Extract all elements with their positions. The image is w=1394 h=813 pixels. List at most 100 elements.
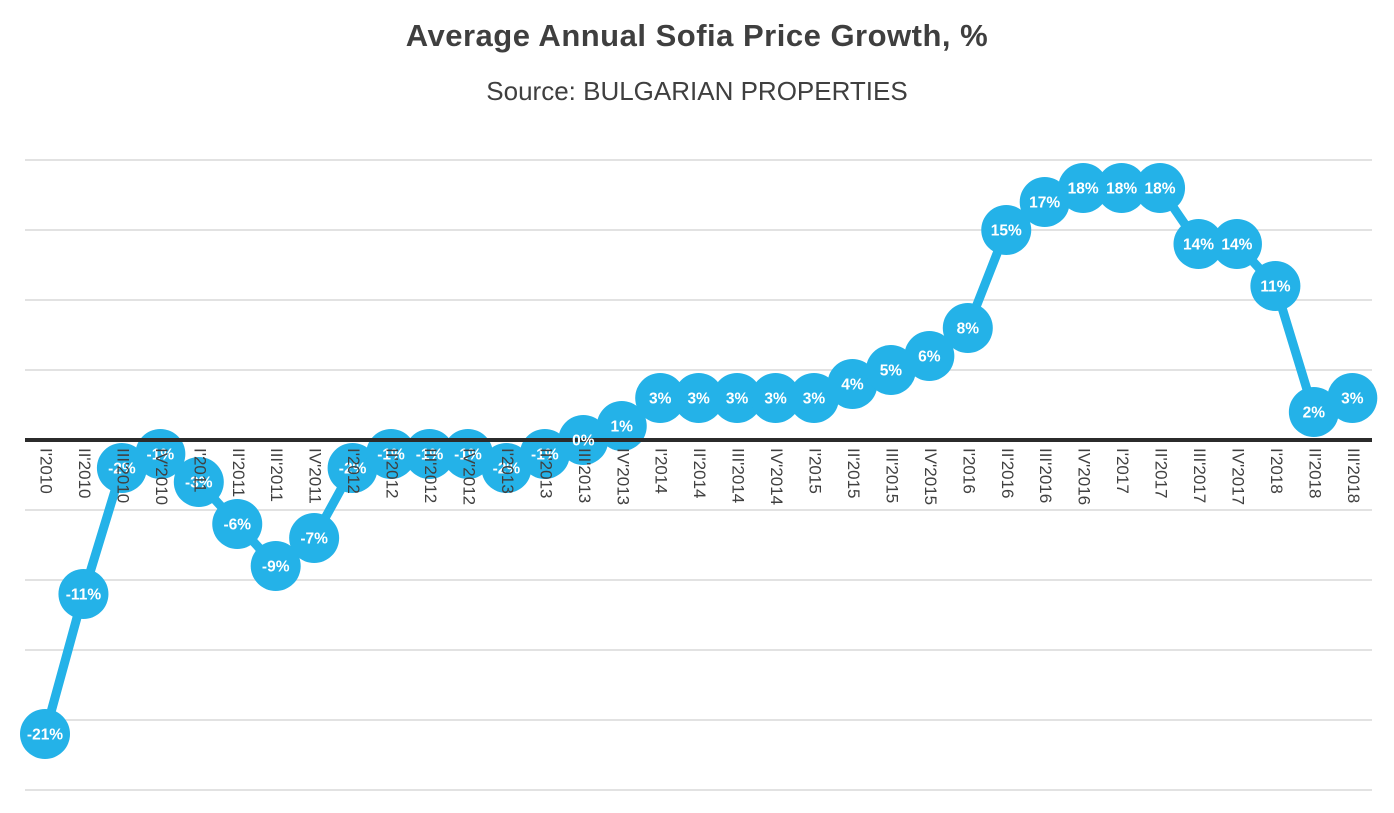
x-axis-tick-label: III'2012: [421, 448, 440, 503]
data-point-label: 8%: [957, 321, 980, 338]
x-axis-tick-label: I'2016: [959, 448, 978, 494]
x-axis-tick-label: II'2014: [690, 448, 709, 499]
x-axis-tick-label: III'2015: [882, 448, 901, 503]
data-point-label: -2%: [108, 461, 136, 478]
x-axis-tick-label: II'2011: [229, 448, 248, 497]
data-point-marker: [1058, 163, 1109, 213]
x-axis-tick-label: III'2011: [267, 448, 286, 502]
data-point-label: 3%: [649, 391, 672, 408]
data-point-label: 2%: [1303, 405, 1326, 422]
x-axis-tick-label: II'2012: [383, 448, 402, 499]
data-point-label: 11%: [1260, 279, 1290, 296]
data-point-label: 4%: [841, 377, 864, 394]
data-point-label: -1%: [416, 447, 444, 464]
data-point-label: 3%: [726, 391, 749, 408]
data-point-marker: [865, 345, 916, 395]
data-point-label: 14%: [1221, 237, 1252, 254]
x-axis-tick-label: II'2016: [998, 448, 1017, 499]
x-axis-tick-label: I'2013: [498, 448, 517, 494]
data-point-label: 1%: [611, 419, 634, 436]
data-point-label: -3%: [185, 475, 213, 492]
data-point-marker: [212, 499, 263, 549]
data-point-marker: [1096, 163, 1147, 213]
data-point-label: 0%: [572, 433, 595, 450]
data-point-label: 3%: [803, 391, 826, 408]
data-point-label: -6%: [223, 517, 251, 534]
x-axis-tick-label: IV'2015: [921, 448, 940, 505]
data-point-label: -2%: [493, 461, 521, 478]
data-point-label: 3%: [764, 391, 787, 408]
data-point-marker: [289, 513, 340, 563]
data-point-marker: [481, 443, 532, 493]
x-axis-tick-label: III'2018: [1344, 448, 1363, 503]
data-point-label: 15%: [991, 223, 1022, 240]
data-point-label: 18%: [1106, 181, 1137, 198]
data-point-marker: [250, 541, 301, 591]
data-point-label: 17%: [1029, 195, 1060, 212]
x-axis-tick-label: IV'2016: [1075, 448, 1094, 505]
x-axis-tick-label: IV'2013: [613, 448, 632, 505]
data-point-marker: [1327, 373, 1378, 423]
data-point-label: 14%: [1183, 237, 1214, 254]
x-axis-tick-label: II'2015: [844, 448, 863, 499]
x-axis-tick-label: II'2018: [1305, 448, 1324, 499]
x-axis-tick-label: IV'2014: [767, 448, 786, 505]
data-point-label: 5%: [880, 363, 903, 380]
data-point-label: -1%: [454, 447, 482, 464]
x-axis-tick-label: I'2017: [1113, 448, 1132, 494]
data-point-marker: [1019, 177, 1070, 227]
x-axis-tick-label: IV'2010: [152, 448, 171, 505]
x-axis-tick-label: IV'2017: [1228, 448, 1247, 505]
data-point-marker: [942, 303, 993, 353]
data-point-marker: [673, 373, 724, 423]
data-point-label: 18%: [1068, 181, 1099, 198]
x-axis-tick-label: I'2015: [806, 448, 825, 494]
chart-title: Average Annual Sofia Price Growth, %: [405, 18, 989, 53]
data-point-marker: [904, 331, 955, 381]
data-point-marker: [173, 457, 224, 507]
x-axis-tick-label: III'2010: [113, 448, 132, 503]
data-point-label: -21%: [27, 727, 63, 744]
data-point-marker: [58, 569, 109, 619]
x-axis-tick-label: III'2017: [1190, 448, 1209, 503]
x-axis-tick-label: I'2010: [37, 448, 56, 494]
data-point-label: -1%: [147, 447, 175, 464]
data-point-marker: [20, 709, 70, 759]
data-point-marker: [1173, 219, 1224, 269]
data-point-marker: [981, 205, 1032, 255]
data-point-marker: [750, 373, 801, 423]
x-axis-tick-label: IV'2012: [459, 448, 478, 505]
x-axis-tick-label: II'2010: [75, 448, 94, 499]
x-axis-tick-label: II'2013: [536, 448, 555, 499]
x-axis-tick-label: III'2014: [729, 448, 748, 503]
x-axis-tick-label: I'2012: [344, 448, 363, 494]
data-point-label: 6%: [918, 349, 941, 366]
x-axis-tick-label: I'2011: [190, 448, 209, 493]
data-point-label: 3%: [687, 391, 710, 408]
x-axis-tick-label: III'2016: [1036, 448, 1055, 503]
x-axis-tick-label: I'2014: [652, 448, 671, 494]
data-point-marker: [827, 359, 878, 409]
data-point-marker: [327, 443, 378, 493]
data-point-label: -1%: [377, 447, 405, 464]
data-point-marker: [635, 373, 686, 423]
data-point-label: -7%: [300, 531, 328, 548]
chart-subtitle: Source: BULGARIAN PROPERTIES: [486, 76, 908, 106]
data-point-label: -1%: [531, 447, 559, 464]
x-axis-tick-label: IV'2011: [306, 448, 325, 504]
data-point-marker: [712, 373, 763, 423]
data-point-label: 18%: [1145, 181, 1176, 198]
data-point-marker: [96, 443, 147, 493]
data-point-marker: [1211, 219, 1262, 269]
data-point-marker: [789, 373, 839, 423]
x-axis-tick-label: III'2013: [575, 448, 594, 503]
data-point-marker: [1135, 163, 1186, 213]
data-point-marker: [1250, 261, 1301, 311]
data-point-label: -11%: [66, 587, 102, 604]
data-point-label: 3%: [1341, 391, 1364, 408]
data-point-label: -9%: [262, 559, 290, 576]
x-axis-tick-label: I'2018: [1267, 448, 1286, 494]
data-point-label: -2%: [339, 461, 367, 478]
